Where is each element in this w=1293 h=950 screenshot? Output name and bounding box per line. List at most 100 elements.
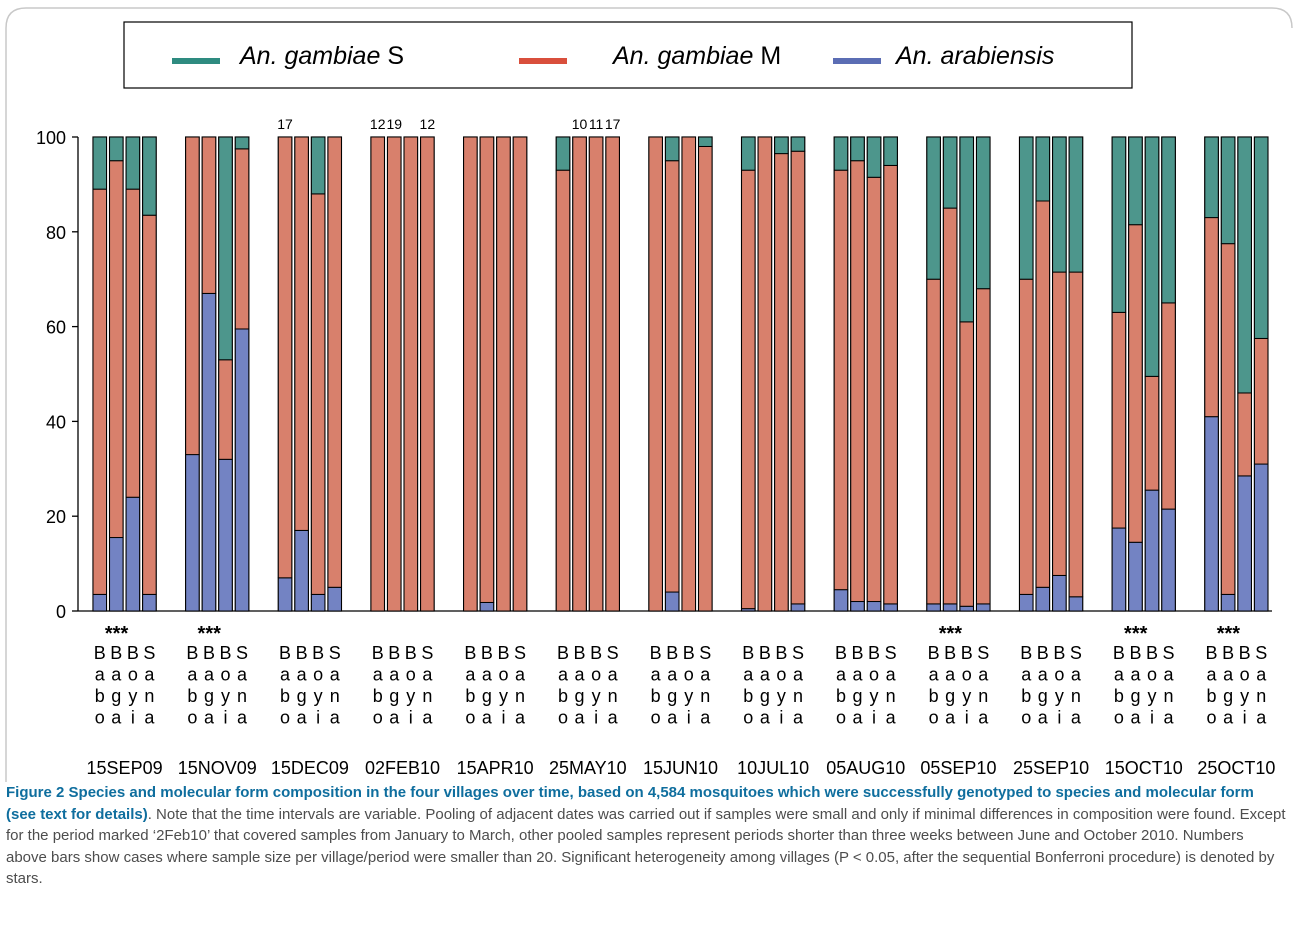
village-label-letter: a [1114,665,1125,685]
village-label-letter: g [204,686,214,706]
village-label-letter: o [1114,708,1124,728]
bar-segment-gambiae-M [92,188,107,595]
bar-segment-gambiae-M [370,136,385,612]
village-label-letter: b [465,686,475,706]
village-label-letter: B [1146,643,1158,663]
bar-segment-gambiae-S [926,136,941,280]
village-label-letter: B [1222,643,1234,663]
bar-segment-gambiae-S [310,136,326,195]
bar-segment-arabiensis [866,601,882,612]
village-label-letter: a [373,665,384,685]
village-label-letter: B [666,643,678,663]
village-label-letter: o [962,665,972,685]
village-label-letter: a [575,708,586,728]
y-tick-label: 0 [56,602,66,622]
village-label-letter: B [835,643,847,663]
village-label-letter: y [870,686,879,706]
village-label-letter: n [330,686,340,706]
legend-form-label: M [753,42,781,70]
bar-segment-arabiensis [234,328,250,612]
bar-segment-arabiensis [850,601,865,612]
village-label-letter: o [929,708,939,728]
bar-segment-arabiensis [833,589,849,612]
village-label-letter: o [280,708,290,728]
village-label-letter: S [143,643,155,663]
bar-segment-arabiensis [479,601,495,612]
bar-segment-arabiensis [109,537,124,612]
village-label-letter: B [497,643,509,663]
village-label-letter: n [700,686,710,706]
village-label-letter: B [203,643,215,663]
sample-size-label: 10 [572,116,588,132]
significance-stars: *** [105,623,129,645]
bar-segment-gambiae-M [774,153,789,612]
bar-segment-gambiae-M [1035,200,1051,588]
bar-segment-gambiae-S [790,136,806,152]
bar-segment-gambiae-S [942,136,958,209]
bar-segment-gambiae-S [774,136,789,155]
bar-segment-gambiae-M [681,136,696,612]
bar-segment-arabiensis [1111,527,1127,612]
village-label-letter: b [1207,686,1217,706]
village-label-letter: a [929,665,940,685]
bar-segment-gambiae-M [698,145,713,612]
village-label-letter: S [421,643,433,663]
village-label-letter: B [481,643,493,663]
village-label-letter: y [406,686,415,706]
legend-entry-1: An. gambiae S [238,42,404,70]
village-label-letter: a [111,665,122,685]
village-label-letter: a [1071,665,1082,685]
village-label-letter: a [667,708,678,728]
bar-segment-gambiae-M [403,136,419,612]
village-label-letter: S [792,643,804,663]
village-label-letter: B [683,643,695,663]
village-label-letter: a [144,708,155,728]
village-label-letter: a [886,665,897,685]
bar-segment-gambiae-S [1035,136,1051,202]
bar-segment-arabiensis [1035,586,1051,612]
village-label-letter: B [590,643,602,663]
bar-segment-gambiae-M [1204,217,1219,418]
bar-segment-gambiae-S [1019,136,1034,280]
period-label: 15NOV09 [178,758,257,778]
bar-segment-arabiensis [185,454,200,612]
bar-segment-gambiae-M [277,136,293,579]
village-label-letter: a [465,665,476,685]
village-label-letter: b [187,686,197,706]
village-label-letter: a [886,708,897,728]
village-label-letter: a [836,665,847,685]
village-label-letter: B [127,643,139,663]
village-label-letter: n [608,686,618,706]
significance-stars: *** [198,623,222,645]
bar-segment-gambiae-S [698,136,713,147]
village-label-letter: o [1147,665,1157,685]
bar-segment-gambiae-S [1068,136,1084,273]
village-label-letter: a [237,665,248,685]
bar-segment-arabiensis [1220,593,1236,612]
village-label-letter: o [776,665,786,685]
bar-segment-gambiae-M [648,136,663,612]
village-label-letter: a [389,665,400,685]
bar-segment-gambiae-S [125,136,141,190]
bar-segment-gambiae-M [201,136,217,294]
village-label-letter: B [1020,643,1032,663]
village-label-letter: B [1239,643,1251,663]
bar-segment-gambiae-S [1052,136,1067,273]
village-label-letter: b [558,686,568,706]
legend-form-label: S [380,42,404,70]
village-label-letter: a [1223,708,1234,728]
village-label-letter: g [482,686,492,706]
bar-segment-gambiae-M [790,150,806,605]
figure-caption: Figure 2 Species and molecular form comp… [6,782,1286,890]
bar-segment-arabiensis [1253,463,1269,612]
village-label-letter: o [558,708,568,728]
village-label-letter: y [1148,686,1157,706]
bar-segment-arabiensis [125,496,141,612]
village-label-letter: a [667,665,678,685]
village-label-letter: n [978,686,988,706]
sample-size-label: 17 [277,116,293,132]
bar-segment-gambiae-M [496,136,511,612]
bar-segment-arabiensis [277,577,293,612]
bar-segment-gambiae-M [588,136,604,612]
village-label-letter: B [868,643,880,663]
